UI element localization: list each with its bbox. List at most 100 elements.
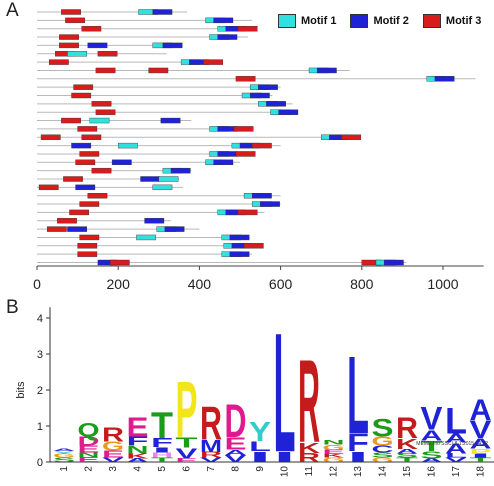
motif-3-block (61, 9, 81, 15)
logo-letter: N (127, 443, 149, 455)
x-tick-label: 800 (350, 276, 374, 292)
motif-2-block (67, 226, 88, 232)
logo-letter: G (102, 439, 124, 453)
logo-letter: R (298, 451, 320, 465)
logo-letter: I (347, 449, 369, 466)
logo-letter: A (53, 448, 75, 453)
motif-2-block (260, 201, 280, 207)
motif-2-block (229, 251, 250, 257)
motif-3-block (77, 126, 98, 132)
logo-letter: T (151, 404, 174, 446)
motif-1-block (67, 51, 88, 57)
logo-letter: G (323, 444, 345, 452)
motif-3-block (148, 67, 169, 74)
motif-3-block (109, 259, 130, 266)
logo-letter: F (347, 429, 369, 457)
logo-letter: R (298, 337, 320, 468)
position-label: 1 (59, 466, 70, 472)
motif-3-block (46, 226, 67, 232)
motif-3-block (57, 218, 77, 224)
legend-swatch-motif-2 (350, 14, 369, 28)
logo-letter: L (347, 335, 369, 457)
logo-letter: A (421, 457, 443, 463)
logo-letter: K (127, 452, 149, 460)
motif-3-block (237, 209, 258, 216)
motif-2-block (217, 34, 238, 40)
motif-3-block (65, 17, 85, 24)
position-label: 9 (255, 466, 266, 472)
motif-3-block (91, 101, 112, 107)
motif-2-block (258, 84, 278, 90)
logo-letter: L (445, 400, 467, 442)
logo-letter: P (176, 365, 198, 454)
position-label: 3 (108, 466, 119, 472)
motif-3-block (61, 117, 81, 124)
logo-letter: T (151, 457, 173, 464)
logo-letter: D (78, 434, 100, 448)
position-label: 5 (157, 466, 168, 472)
legend-swatch-motif-1 (278, 14, 296, 28)
meme-credit: MEME (no SSC) 8.1.2015 14:32 (416, 441, 488, 447)
motif-2-block (213, 17, 234, 24)
motif-3-block (69, 209, 90, 216)
motif-2-block (383, 259, 404, 266)
logo-letter: T (396, 457, 418, 464)
motif-2-block (249, 92, 270, 99)
position-label: 12 (329, 466, 340, 478)
motif-1-block (136, 234, 157, 241)
motif-2-block (229, 234, 250, 241)
logo-letter: R (200, 398, 222, 450)
position-label: 16 (427, 466, 438, 478)
logo-letter: E (78, 444, 100, 455)
logo-letter: A (445, 440, 467, 457)
motif-3-block (63, 176, 83, 182)
motif-1-block (152, 184, 173, 191)
motif-3-block (341, 134, 362, 140)
legend-item-motif-2: Motif 2 (350, 14, 409, 28)
motif-2-block (251, 192, 272, 199)
logo-letter: E (127, 413, 149, 443)
motif-3-block (235, 76, 256, 82)
motif-1-block (89, 117, 110, 124)
logo-letter: E (78, 456, 100, 464)
logo-letter: Y (249, 418, 271, 448)
logo-letter: L (249, 438, 271, 454)
logo-letter: I (249, 449, 271, 466)
logo-letter: V (421, 400, 443, 437)
x-tick-label: 600 (269, 276, 293, 292)
motif-3-block (233, 126, 254, 132)
logo-letter: G (372, 434, 394, 448)
motif-3-block (243, 243, 264, 249)
motif-2-block (278, 109, 299, 115)
motif-3-block (73, 84, 94, 90)
legend-swatch-motif-3 (422, 14, 441, 28)
logo-letter: F (151, 436, 173, 450)
logo-letter: S (421, 450, 443, 461)
position-label: 2 (84, 466, 95, 472)
logo-letter: C (372, 443, 394, 454)
y-tick-label: 4 (37, 313, 43, 325)
logo-letter: F (127, 434, 149, 448)
logo-letter: E (102, 449, 124, 460)
motif-3-block (237, 26, 258, 32)
motif-2-block (316, 67, 337, 74)
position-label: 17 (451, 466, 462, 478)
x-tick-label: 0 (33, 276, 41, 292)
y-tick-label: 3 (37, 349, 43, 361)
logo-letter: A (421, 427, 443, 444)
motif-3-block (48, 59, 69, 65)
logo-letter: S (372, 415, 394, 442)
x-tick-label: 400 (188, 276, 212, 292)
logo-letter: P (470, 447, 492, 455)
logo-letter: A (470, 394, 492, 427)
logo-letter: E (176, 458, 198, 464)
motif-2-block (87, 42, 108, 49)
legend-label-motif-2: Motif 2 (373, 15, 409, 27)
logo-letter: A (396, 448, 418, 455)
logo-letter: V (445, 457, 467, 464)
motif-2-block (434, 76, 455, 82)
motif-3-block (81, 134, 102, 140)
position-label: 4 (133, 466, 144, 472)
logo-letter: T (176, 434, 198, 451)
